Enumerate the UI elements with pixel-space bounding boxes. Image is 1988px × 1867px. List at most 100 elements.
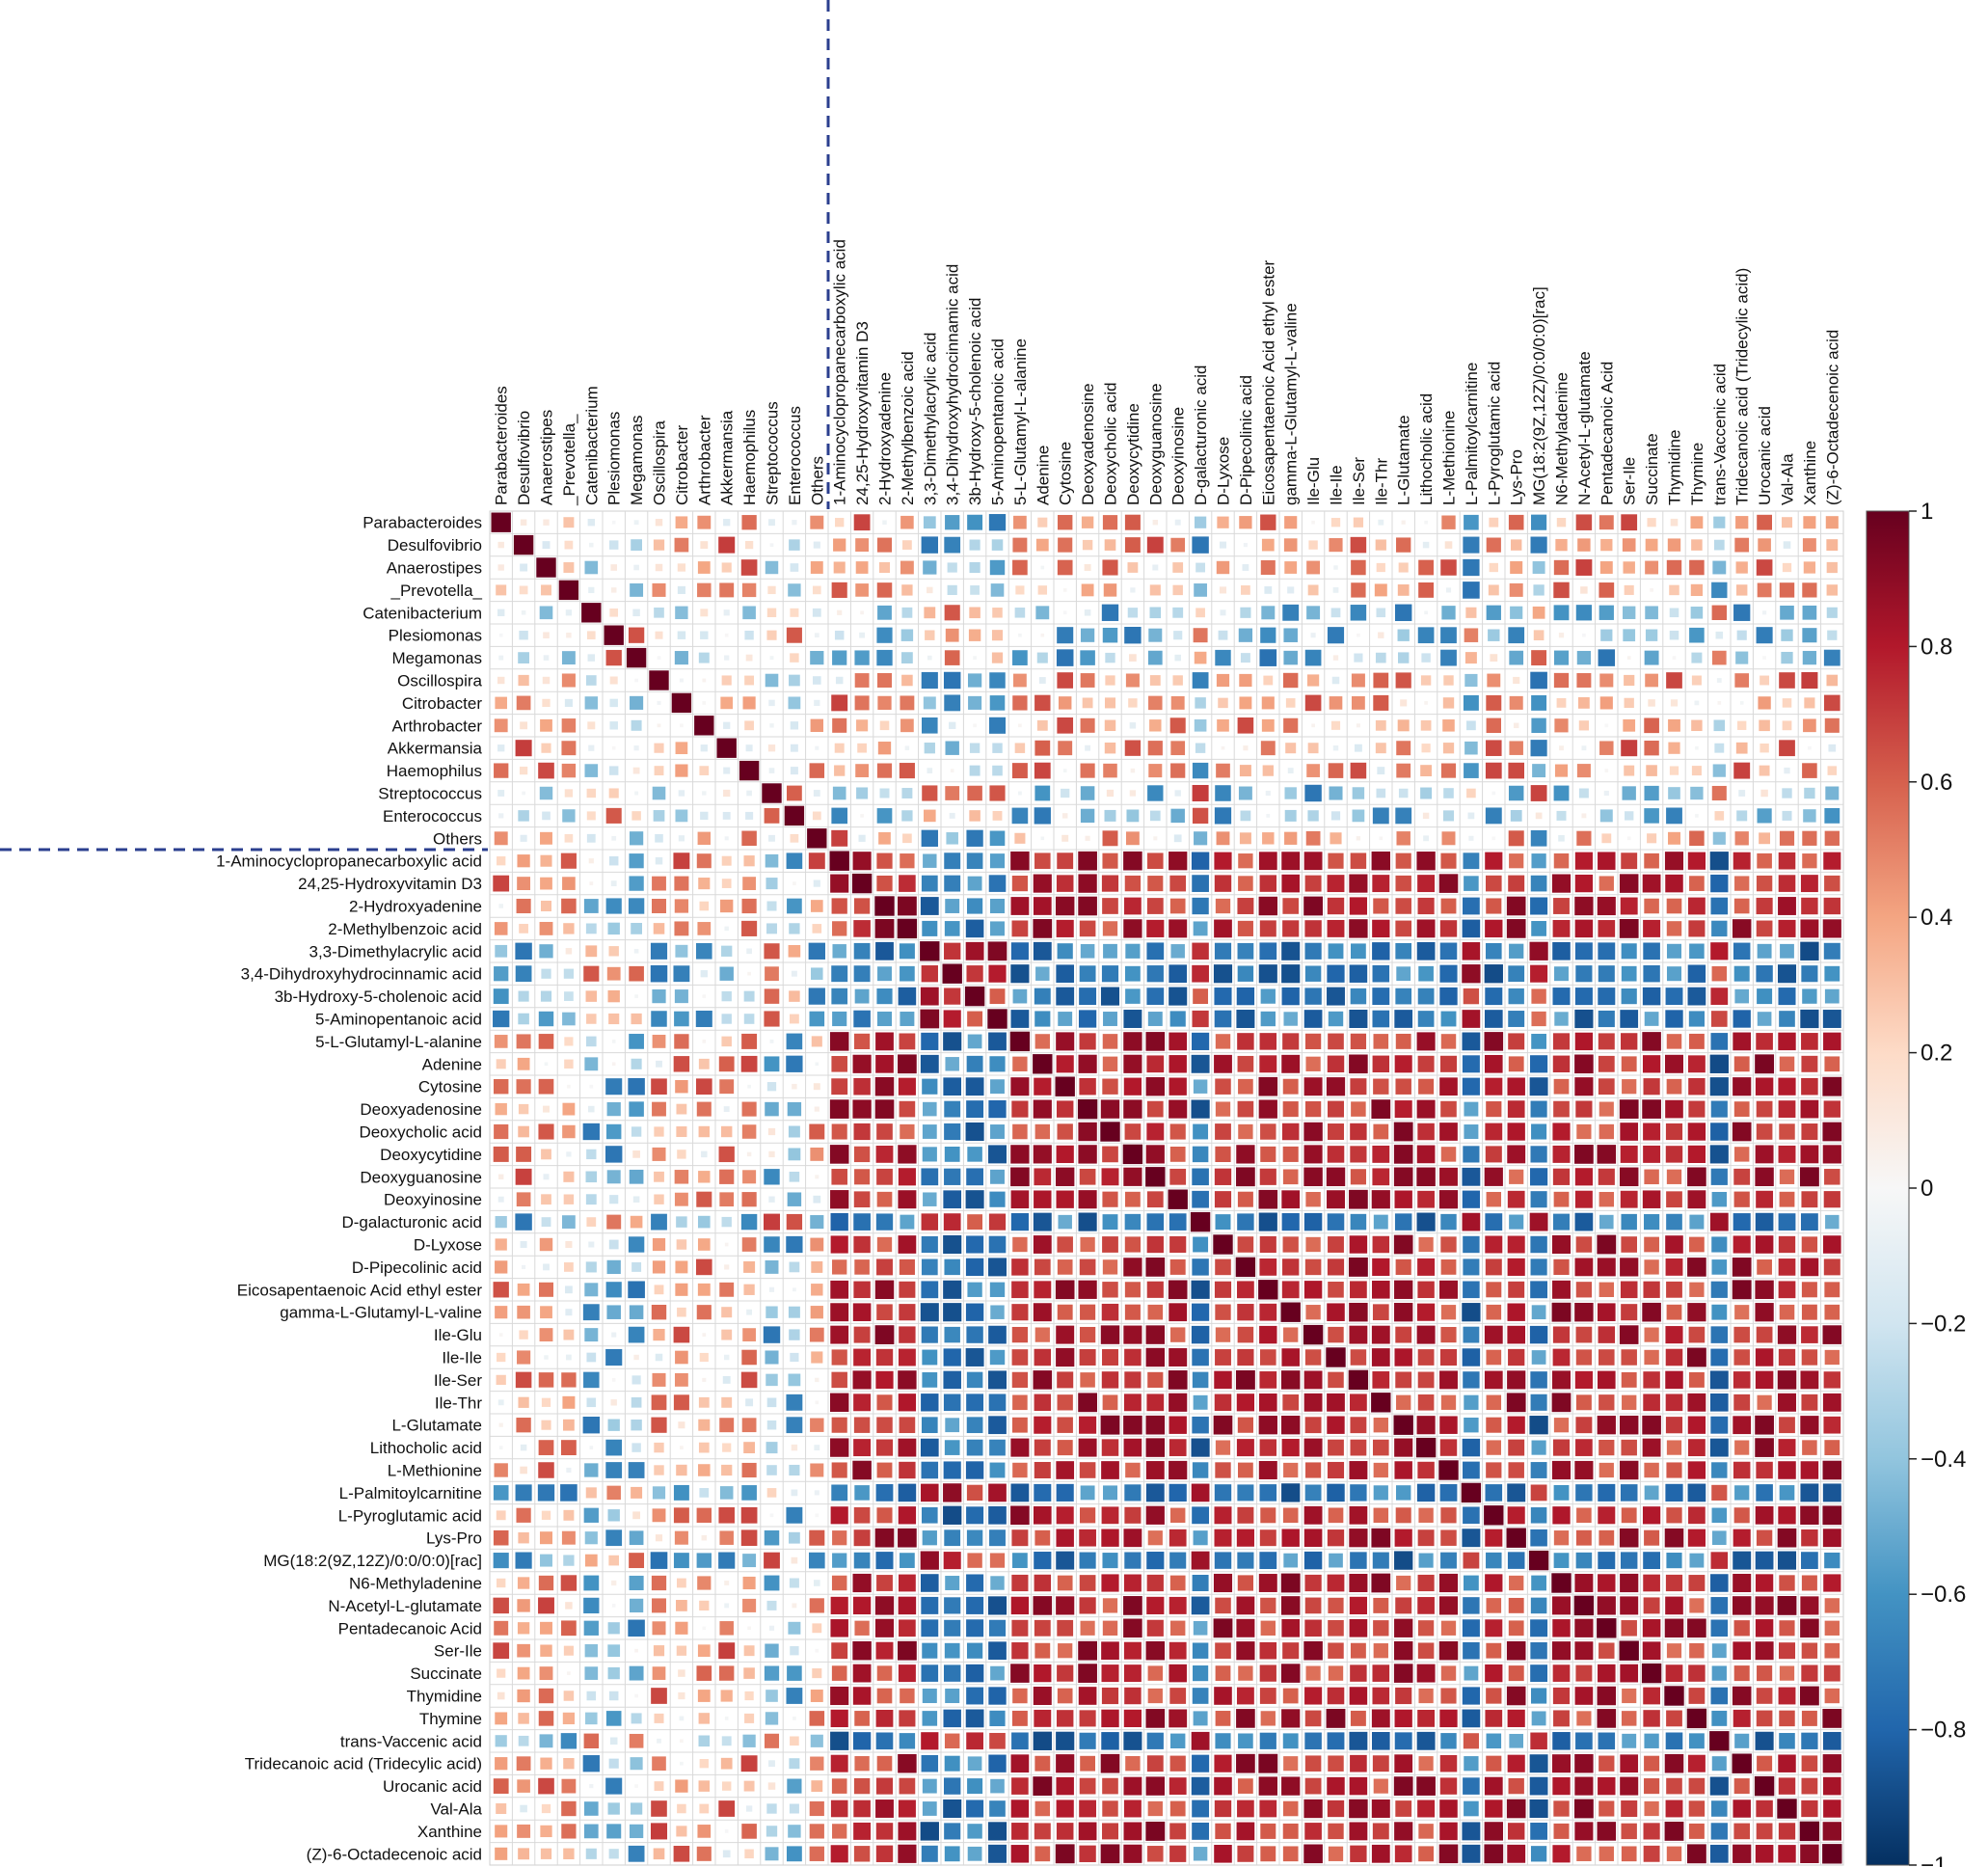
heatmap-cell xyxy=(943,1234,962,1255)
heatmap-cell xyxy=(742,696,756,710)
heatmap-cell xyxy=(651,1417,667,1433)
heatmap-cell xyxy=(631,1375,641,1385)
heatmap-cell xyxy=(944,1258,960,1276)
heatmap-cell xyxy=(721,1307,733,1318)
heatmap-cell xyxy=(853,1822,872,1840)
heatmap-cell xyxy=(1350,762,1367,779)
heatmap-cell xyxy=(1689,1598,1705,1613)
heatmap-cell xyxy=(651,1305,667,1320)
heatmap-cell xyxy=(1510,539,1522,551)
heatmap-cell xyxy=(923,1101,937,1117)
heatmap-cell xyxy=(1397,719,1410,732)
heatmap-cell xyxy=(1194,831,1208,846)
heatmap-cell xyxy=(1687,1145,1706,1163)
heatmap-cell xyxy=(1418,1846,1434,1862)
heatmap-cell xyxy=(1621,1371,1637,1388)
heatmap-cell xyxy=(1442,743,1455,754)
heatmap-cell xyxy=(1732,919,1752,938)
heatmap-cell xyxy=(1284,561,1298,574)
heatmap-cell xyxy=(875,1552,894,1570)
heatmap-cell xyxy=(1282,1688,1299,1704)
heatmap-cell xyxy=(1574,1077,1594,1096)
heatmap-cell xyxy=(628,1326,645,1343)
heatmap-cell xyxy=(698,878,711,890)
heatmap-cell xyxy=(1304,1687,1323,1705)
heatmap-cell xyxy=(652,1260,666,1274)
heatmap-cell xyxy=(1760,789,1768,798)
heatmap-cell xyxy=(1690,607,1704,619)
heatmap-cell xyxy=(586,1397,597,1408)
heatmap-cell xyxy=(1668,718,1680,732)
heatmap-cell xyxy=(1371,1190,1390,1209)
heatmap-cell xyxy=(1485,1574,1503,1592)
heatmap-cell xyxy=(814,699,820,706)
heatmap-cell xyxy=(1258,1099,1277,1119)
heatmap-cell xyxy=(945,1576,960,1590)
heatmap-cell xyxy=(609,608,619,617)
heatmap-cell xyxy=(944,1642,960,1659)
heatmap-cell xyxy=(1802,763,1817,778)
heatmap-cell xyxy=(1304,965,1322,982)
heatmap-cell xyxy=(1078,1190,1097,1209)
heatmap-cell xyxy=(922,785,938,801)
heatmap-cell xyxy=(1688,1733,1705,1749)
heatmap-cell xyxy=(1599,1214,1614,1230)
heatmap-cell xyxy=(812,585,821,595)
heatmap-cell xyxy=(1732,1753,1752,1773)
heatmap-cell xyxy=(1509,853,1524,869)
heatmap-cell xyxy=(874,1618,895,1637)
heatmap-cell xyxy=(1421,653,1431,663)
heatmap-cell xyxy=(966,1619,984,1637)
heatmap-cell xyxy=(1394,1461,1412,1479)
heatmap-cell xyxy=(1146,1055,1165,1073)
heatmap-cell xyxy=(832,1824,847,1839)
heatmap-cell xyxy=(853,942,871,960)
heatmap-cell xyxy=(1078,1054,1097,1073)
heatmap-cell xyxy=(1374,583,1387,597)
heatmap-cell xyxy=(784,805,805,826)
heatmap-cell xyxy=(1078,1122,1097,1142)
heatmap-cell xyxy=(517,1779,530,1793)
heatmap-cell xyxy=(1192,1146,1209,1163)
heatmap-cell xyxy=(1759,765,1770,776)
heatmap-cell xyxy=(540,1554,552,1567)
heatmap-cell xyxy=(1824,875,1840,892)
heatmap-cell xyxy=(1599,696,1613,710)
heatmap-cell xyxy=(652,1486,666,1500)
heatmap-cell xyxy=(1010,942,1029,961)
heatmap-cell xyxy=(830,1596,848,1614)
heatmap-cell xyxy=(543,519,550,526)
heatmap-cell xyxy=(1303,1844,1323,1864)
heatmap-cell xyxy=(1349,897,1368,915)
heatmap-cell xyxy=(1101,604,1119,621)
heatmap-cell xyxy=(853,1552,871,1569)
heatmap-cell xyxy=(1103,763,1117,778)
heatmap-cell xyxy=(1686,1347,1706,1367)
heatmap-cell xyxy=(1058,537,1073,553)
heatmap-cell xyxy=(1281,1709,1301,1728)
heatmap-cell xyxy=(724,1581,730,1585)
heatmap-cell xyxy=(920,1054,939,1073)
heatmap-cell xyxy=(1530,785,1547,801)
heatmap-cell xyxy=(628,1619,645,1637)
heatmap-cell xyxy=(1826,584,1838,596)
heatmap-cell xyxy=(1215,1146,1231,1163)
heatmap-cell xyxy=(810,718,823,732)
heatmap-cell xyxy=(743,1667,755,1679)
heatmap-cell xyxy=(651,1394,667,1411)
heatmap-cell xyxy=(944,942,961,960)
heatmap-cell xyxy=(830,1754,848,1772)
heatmap-cell xyxy=(1056,1823,1074,1840)
heatmap-cell xyxy=(1619,1460,1639,1480)
heatmap-cell xyxy=(518,1531,529,1544)
heatmap-cell xyxy=(921,875,938,892)
heatmap-cell xyxy=(1824,1598,1840,1613)
heatmap-cell xyxy=(1552,1596,1571,1615)
heatmap-cell xyxy=(1351,582,1366,598)
heatmap-cell xyxy=(921,1235,938,1254)
heatmap-cell xyxy=(1530,1055,1548,1073)
heatmap-cell xyxy=(1485,1213,1503,1231)
heatmap-cell xyxy=(1694,700,1700,706)
heatmap-cell xyxy=(1215,1711,1231,1726)
heatmap-cell xyxy=(1734,1147,1750,1162)
